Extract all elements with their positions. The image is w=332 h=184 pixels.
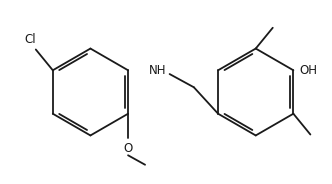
Text: O: O (124, 142, 133, 155)
Text: OH: OH (299, 64, 317, 77)
Text: NH: NH (149, 64, 166, 77)
Text: Cl: Cl (24, 33, 36, 46)
